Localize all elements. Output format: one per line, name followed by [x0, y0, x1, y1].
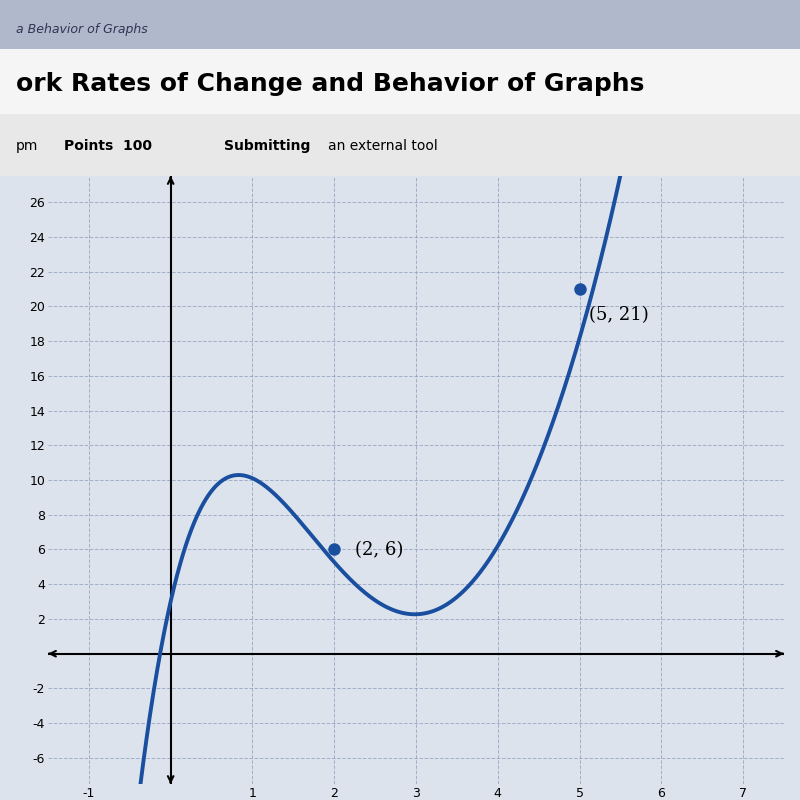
- Text: (2, 6): (2, 6): [354, 541, 403, 558]
- Text: pm: pm: [16, 139, 38, 153]
- FancyBboxPatch shape: [0, 114, 800, 176]
- Text: Submitting: Submitting: [224, 139, 310, 153]
- Text: an external tool: an external tool: [328, 139, 438, 153]
- Text: a Behavior of Graphs: a Behavior of Graphs: [16, 23, 148, 37]
- FancyBboxPatch shape: [0, 0, 800, 50]
- Text: ork Rates of Change and Behavior of Graphs: ork Rates of Change and Behavior of Grap…: [16, 73, 644, 97]
- Text: (5, 21): (5, 21): [590, 306, 649, 324]
- FancyBboxPatch shape: [0, 50, 800, 114]
- Text: Points  100: Points 100: [64, 139, 152, 153]
